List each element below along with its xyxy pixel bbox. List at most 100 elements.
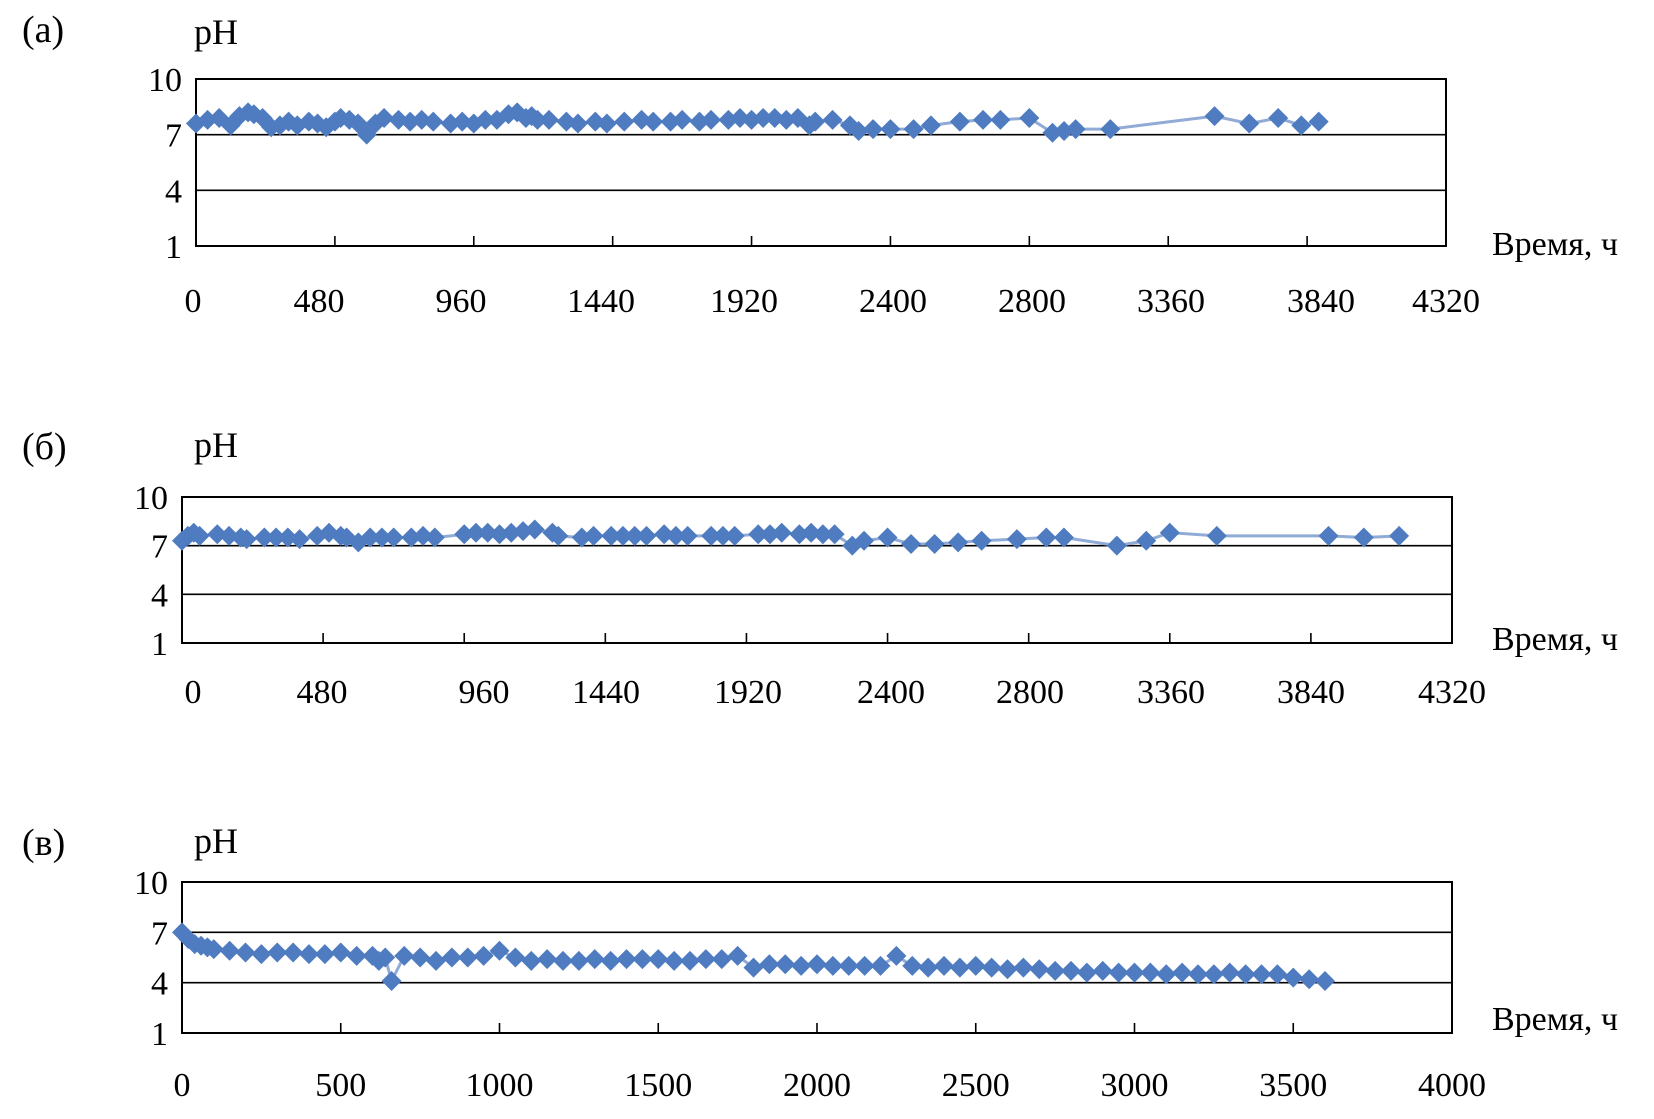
chart-panel-b: (б) pH Время, ч 1 4 7 10 0 480 960 1440 1920 2400 280… bbox=[22, 425, 1618, 711]
x-tick-label: 1000 bbox=[466, 1067, 534, 1104]
data-point bbox=[664, 950, 685, 971]
data-point bbox=[489, 940, 510, 961]
data-point bbox=[1106, 535, 1127, 556]
y-tick-label: 4 bbox=[165, 173, 182, 210]
data-point bbox=[902, 955, 923, 976]
data-point bbox=[1013, 957, 1034, 978]
data-point bbox=[1019, 107, 1040, 128]
data-point bbox=[330, 942, 351, 963]
data-point bbox=[381, 970, 402, 991]
data-point bbox=[289, 529, 310, 550]
data-point bbox=[1299, 969, 1320, 990]
x-tick-label: 2500 bbox=[942, 1067, 1010, 1104]
data-point bbox=[1108, 962, 1129, 983]
data-point bbox=[1315, 970, 1335, 991]
x-tick-label: 480 bbox=[294, 283, 345, 320]
data-point bbox=[473, 945, 494, 966]
data-point bbox=[371, 527, 392, 548]
y-tick-label: 10 bbox=[134, 480, 168, 517]
x-tick-label: 3840 bbox=[1277, 674, 1345, 711]
data-point bbox=[236, 529, 257, 550]
plot-area-frame bbox=[195, 78, 1447, 247]
data-point bbox=[383, 527, 404, 548]
x-tick-label: 3840 bbox=[1287, 283, 1355, 320]
y-axis-label: pH bbox=[194, 12, 238, 52]
data-point bbox=[457, 947, 478, 968]
data-point bbox=[537, 949, 558, 970]
x-tick-label: 960 bbox=[436, 283, 487, 320]
data-point bbox=[727, 945, 748, 966]
data-point bbox=[636, 525, 657, 546]
data-point bbox=[801, 522, 822, 543]
data-point bbox=[567, 113, 588, 134]
data-point bbox=[838, 955, 859, 976]
data-point bbox=[701, 109, 722, 130]
data-point bbox=[1283, 967, 1304, 988]
data-point bbox=[424, 527, 445, 548]
data-point bbox=[346, 945, 367, 966]
data-point bbox=[251, 944, 272, 965]
data-point bbox=[1061, 960, 1081, 981]
x-tick-label: 4320 bbox=[1418, 674, 1486, 711]
chart-panel-c: (в) pH Время, ч 1 4 7 10 0 500 1000 1500 2000 2500 30… bbox=[22, 821, 1618, 1104]
data-point bbox=[791, 955, 812, 976]
data-point bbox=[748, 524, 769, 545]
x-tick-label: 1500 bbox=[624, 1067, 692, 1104]
data-point bbox=[949, 957, 970, 978]
x-tick-label: 1440 bbox=[567, 283, 635, 320]
data-point bbox=[948, 532, 969, 553]
data-point bbox=[654, 524, 675, 545]
x-tick-label: 3500 bbox=[1259, 1067, 1327, 1104]
data-point bbox=[477, 522, 498, 543]
data-point bbox=[527, 109, 548, 130]
data-point bbox=[680, 950, 700, 971]
data-point bbox=[612, 525, 633, 546]
data-point bbox=[1159, 522, 1180, 543]
data-point bbox=[413, 525, 434, 546]
x-tick-label: 0 bbox=[174, 1067, 191, 1104]
data-point bbox=[426, 950, 446, 971]
data-point bbox=[548, 525, 569, 546]
data-point bbox=[990, 109, 1011, 130]
data-point bbox=[596, 113, 617, 134]
x-tick-label: 4320 bbox=[1412, 283, 1480, 320]
data-point bbox=[822, 955, 843, 976]
data-point bbox=[489, 524, 510, 545]
data-point bbox=[1353, 527, 1374, 548]
data-point bbox=[1203, 964, 1224, 985]
y-tick-label: 7 bbox=[165, 118, 182, 155]
data-point bbox=[824, 524, 845, 545]
data-point bbox=[501, 522, 522, 543]
x-tick-label: 1920 bbox=[714, 674, 782, 711]
plot-area-frame bbox=[181, 496, 1453, 644]
data-point bbox=[877, 527, 898, 548]
data-point bbox=[812, 524, 833, 545]
data-point bbox=[539, 109, 560, 130]
data-point bbox=[886, 945, 907, 966]
data-point bbox=[600, 950, 621, 971]
data-point bbox=[360, 527, 381, 548]
data-point bbox=[934, 955, 954, 976]
x-tick-label: 3360 bbox=[1137, 283, 1205, 320]
y-tick-label: 4 bbox=[151, 577, 168, 614]
data-point bbox=[1268, 107, 1289, 128]
data-point bbox=[1204, 106, 1225, 127]
data-point bbox=[903, 119, 924, 140]
x-tick-label: 2000 bbox=[783, 1067, 851, 1104]
data-point bbox=[1029, 959, 1050, 980]
data-point bbox=[1065, 119, 1086, 140]
y-tick-label: 4 bbox=[151, 966, 168, 1003]
data-point bbox=[283, 942, 304, 963]
data-point bbox=[712, 525, 733, 546]
data-point bbox=[465, 522, 486, 543]
data-point bbox=[724, 525, 745, 546]
data-point bbox=[1239, 113, 1260, 134]
data-point bbox=[1076, 962, 1097, 983]
data-point bbox=[971, 530, 992, 551]
data-point bbox=[524, 519, 545, 540]
data-point bbox=[1124, 962, 1145, 983]
data-point bbox=[632, 949, 653, 970]
x-tick-label: 500 bbox=[315, 1067, 366, 1104]
data-point bbox=[753, 107, 774, 128]
